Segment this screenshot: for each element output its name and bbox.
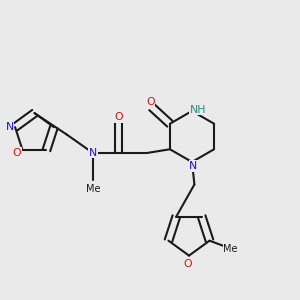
Text: Me: Me [86, 184, 100, 194]
Text: Me: Me [223, 244, 238, 254]
Text: N: N [89, 148, 97, 158]
Text: NH: NH [190, 105, 206, 115]
Text: O: O [13, 148, 21, 158]
Text: O: O [114, 112, 123, 122]
Text: N: N [189, 161, 198, 171]
Text: N: N [6, 122, 14, 132]
Text: O: O [183, 259, 192, 269]
Text: O: O [146, 97, 155, 106]
